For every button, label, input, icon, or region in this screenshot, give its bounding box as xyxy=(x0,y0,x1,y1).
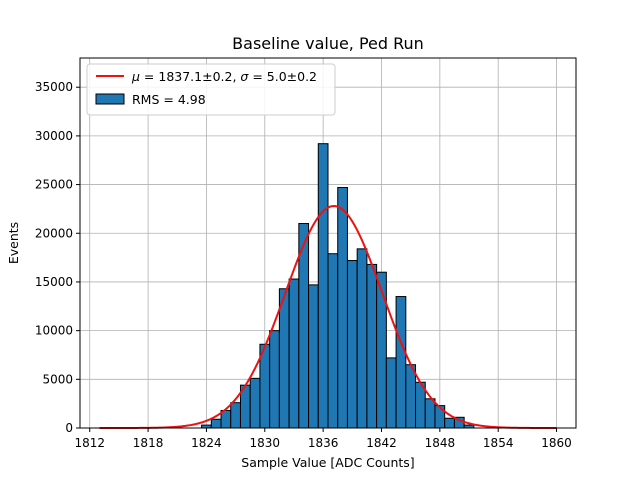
histogram-bar xyxy=(405,364,417,429)
histogram-bar xyxy=(444,417,455,429)
histogram-bar xyxy=(424,398,436,429)
x-tick-label: 1842 xyxy=(366,436,397,450)
histogram-bar xyxy=(317,143,329,429)
histogram-bar xyxy=(308,284,319,429)
plot-frame xyxy=(79,57,577,429)
x-tick-label: 1830 xyxy=(250,436,281,450)
histogram-bars xyxy=(201,143,475,429)
legend-sigma-value: = 5.0±0.2 xyxy=(248,69,317,84)
chart-title: Baseline value, Ped Run xyxy=(232,34,424,53)
y-tick-label: 0 xyxy=(65,421,73,435)
histogram-bar xyxy=(356,248,368,429)
x-tick-label: 1836 xyxy=(308,436,339,450)
histogram-bar xyxy=(376,271,387,429)
histogram-bar xyxy=(385,357,397,429)
legend-sigma-symbol: σ xyxy=(240,69,249,84)
y-tick-label: 35000 xyxy=(35,80,73,94)
y-tick-label: 10000 xyxy=(35,324,73,338)
legend-histogram-label: RMS = 4.98 xyxy=(132,92,206,107)
x-tick-label: 1848 xyxy=(425,436,456,450)
y-axis-ticks: 0 5000 10000 15000 20000 25000 30000 35000 xyxy=(35,80,80,435)
x-tick-label: 1824 xyxy=(191,436,222,450)
x-axis-ticks: 1812 1818 1824 1830 1836 1842 1848 1854 1860 xyxy=(74,428,572,450)
x-tick-label: 1812 xyxy=(74,436,105,450)
histogram-bar xyxy=(346,260,358,429)
y-tick-label: 25000 xyxy=(35,178,73,192)
legend: μ = 1837.1±0.2, σ = 5.0±0.2 RMS = 4.98 xyxy=(86,63,336,116)
x-axis-label: Sample Value [ADC Counts] xyxy=(241,455,414,470)
y-tick-label: 15000 xyxy=(35,275,73,289)
x-tick-label: 1860 xyxy=(541,436,572,450)
legend-histogram-swatch xyxy=(95,93,125,105)
gaussian-fit-curve xyxy=(99,204,557,429)
y-axis-label: Events xyxy=(6,222,21,264)
histogram-bar xyxy=(327,253,339,429)
y-tick-label: 30000 xyxy=(35,129,73,143)
histogram-bar xyxy=(210,418,222,429)
histogram-bar xyxy=(278,288,290,429)
histogram-bar xyxy=(366,263,378,429)
x-tick-label: 1818 xyxy=(133,436,164,450)
histogram-bar xyxy=(337,187,348,429)
y-tick-label: 20000 xyxy=(35,226,73,240)
legend-mu-value: = 1837.1±0.2, xyxy=(140,69,240,84)
legend-box xyxy=(86,63,336,116)
legend-mu-symbol: μ xyxy=(131,69,140,84)
histogram-bar xyxy=(249,377,261,429)
histogram-bar xyxy=(288,278,300,429)
histogram-bar xyxy=(230,402,241,429)
histogram-bar xyxy=(434,405,446,429)
y-tick-label: 5000 xyxy=(42,372,73,386)
histogram-bar xyxy=(269,330,280,429)
x-tick-label: 1854 xyxy=(483,436,514,450)
legend-fit-label: μ = 1837.1±0.2, σ = 5.0±0.2 xyxy=(131,69,317,84)
histogram-bar xyxy=(395,296,407,429)
